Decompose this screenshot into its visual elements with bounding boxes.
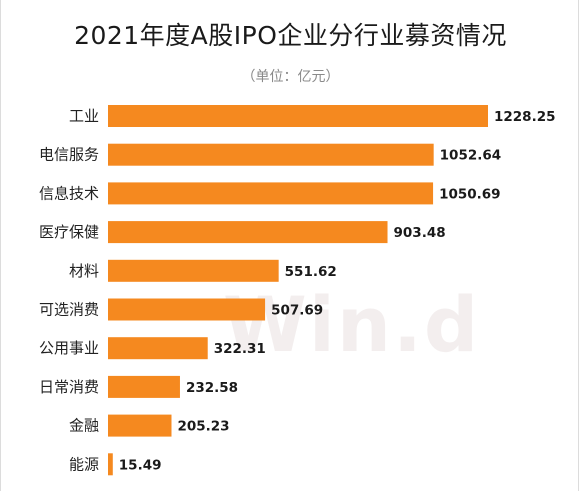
bar	[108, 375, 180, 398]
category-label: 材料	[69, 262, 99, 280]
bar	[108, 143, 434, 166]
value-label: 1052.64	[440, 148, 502, 164]
category-label: 日常消费	[39, 378, 99, 396]
value-label: 507.69	[271, 303, 323, 319]
bar	[108, 105, 488, 127]
chart-title: 2021年度A股IPO企业分行业募资情况	[74, 21, 507, 50]
category-label: 医疗保健	[39, 223, 99, 241]
bar	[108, 414, 172, 437]
bar	[108, 182, 434, 205]
bar	[108, 337, 208, 360]
value-label: 232.58	[186, 380, 238, 396]
value-label: 1228.25	[494, 109, 556, 125]
value-label: 15.49	[119, 457, 162, 473]
bar	[108, 221, 388, 244]
category-label: 能源	[69, 455, 99, 473]
category-label: 电信服务	[39, 146, 99, 164]
value-label: 205.23	[177, 419, 229, 435]
bar	[108, 298, 266, 321]
category-label: 可选消费	[39, 301, 99, 319]
category-label: 工业	[69, 107, 99, 125]
watermark-logo: Win.d	[223, 280, 481, 369]
value-label: 551.62	[285, 264, 337, 280]
category-label: 金融	[69, 417, 99, 435]
bar	[108, 453, 113, 476]
value-label: 1050.69	[439, 186, 501, 202]
chart-subtitle: （单位：亿元）	[241, 69, 340, 85]
category-label: 信息技术	[39, 184, 99, 202]
bar	[108, 259, 279, 282]
value-label: 322.31	[214, 341, 266, 357]
value-label: 903.48	[394, 225, 446, 241]
category-label: 公用事业	[39, 339, 99, 357]
